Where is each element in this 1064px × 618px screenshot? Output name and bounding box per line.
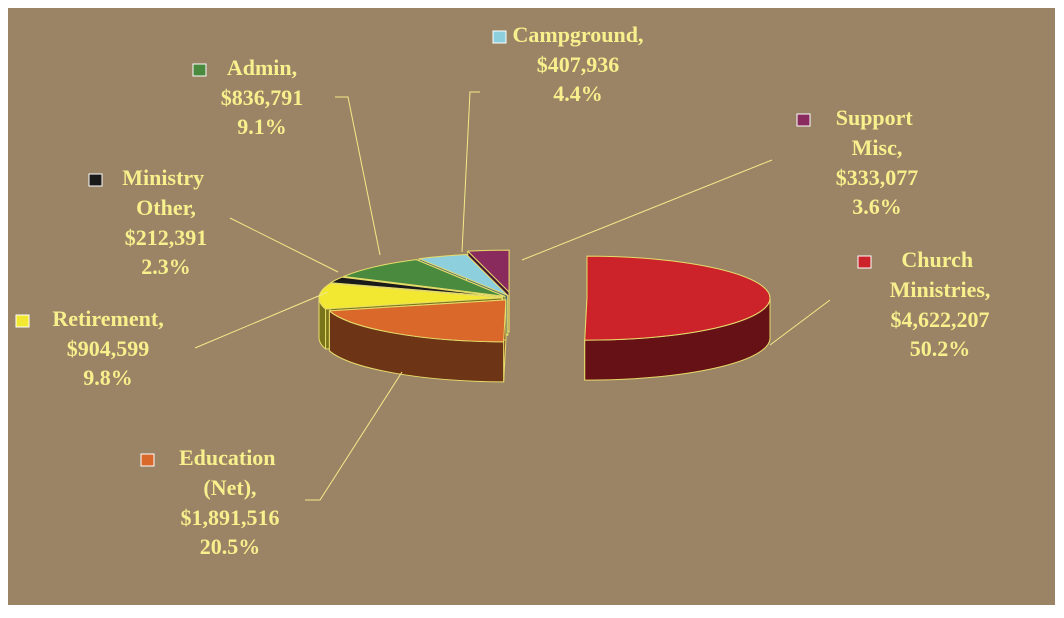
slice-label: Church Ministries, [890,247,991,302]
percent-label: 3.6% [852,194,902,219]
slice [418,254,509,296]
legend-swatch [796,113,811,127]
legend-swatch [192,63,207,77]
label-line: (Net), [203,475,256,500]
percent-label: 20.5% [200,534,261,559]
label-line: Other, [136,195,196,220]
label-line: Ministries, [890,277,991,302]
legend-swatch [857,255,872,269]
value-label: $836,791 [221,85,304,110]
label-line: Ministry [122,165,209,190]
plot-background [8,8,1055,605]
value-label: $333,077 [836,165,919,190]
slice [328,299,507,343]
slice-label: Admin, [227,55,297,80]
percent-label: 9.1% [237,114,287,139]
legend-swatch [15,314,30,328]
legend-swatch [140,453,155,467]
leader-line [305,371,403,501]
slice [343,259,506,297]
leader-line [194,291,329,349]
value-label: $4,622,207 [891,307,990,332]
slice-label: Education (Net), [179,445,281,500]
slice [330,276,504,298]
label-line: Church [901,247,978,272]
slice-label: Ministry Other, [122,165,209,220]
slice-label: Campground, [512,22,643,47]
slice-label: Support Misc, [836,105,919,160]
percent-label: 9.8% [83,365,133,390]
percent-label: 50.2% [910,336,971,361]
percent-label: 4.4% [553,81,603,106]
value-label: $1,891,516 [181,505,280,530]
label-line: Education [179,445,281,470]
leader-line [521,159,773,261]
slice [584,255,771,341]
legend-swatch [492,30,507,44]
label-line: Support [836,105,919,130]
leader-line [229,217,339,273]
leader-line [769,299,831,346]
leader-line [461,91,480,253]
legend-swatch [88,173,103,187]
value-label: $407,936 [537,52,620,77]
slice [467,249,510,293]
value-label: $904,599 [67,336,150,361]
value-label: $212,391 [125,225,208,250]
slice-label: Retirement, [52,306,163,331]
leader-line [335,96,381,256]
percent-label: 2.3% [141,254,191,279]
label-line: Misc, [852,135,903,160]
